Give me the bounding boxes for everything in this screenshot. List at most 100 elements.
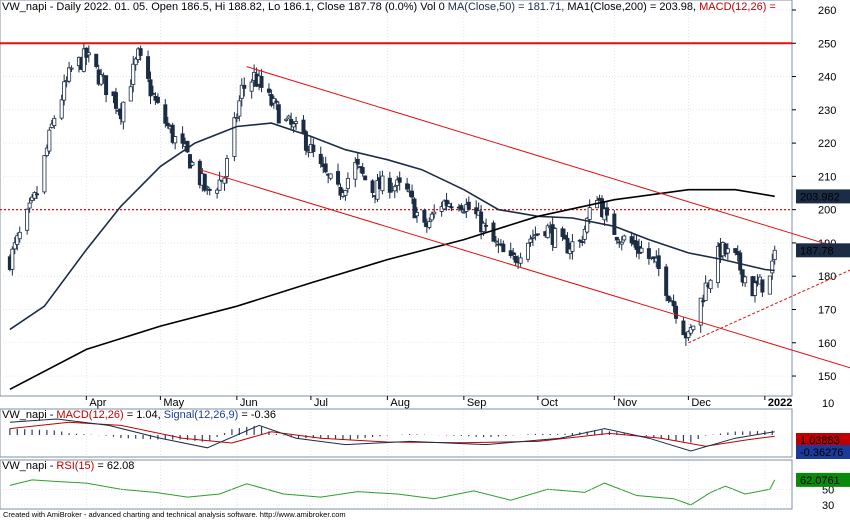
- macd-title-symbol: VW_napi: [2, 409, 47, 421]
- macd-title-macd-value: = 1.04,: [124, 409, 164, 421]
- close-value-label-text: 187.78: [800, 245, 834, 257]
- candle-body: [294, 121, 299, 124]
- candle-body: [170, 124, 175, 143]
- candle-body: [343, 190, 348, 196]
- rsi-tick-label: 30: [822, 500, 834, 512]
- month-label: Jun: [240, 397, 258, 409]
- candle-body: [479, 211, 484, 233]
- candle-body: [600, 198, 605, 218]
- candle-body: [375, 180, 380, 200]
- candle-body: [646, 248, 651, 259]
- candle-body: [15, 235, 20, 245]
- candle-body: [491, 222, 496, 242]
- candle-body: [42, 155, 47, 193]
- candle-body: [232, 117, 237, 157]
- candle-body: [148, 79, 153, 97]
- price-title-ma200: MA1(Close,200) = 203.98,: [567, 1, 696, 13]
- candle-body: [234, 117, 239, 120]
- candle-body: [363, 175, 368, 181]
- candle-body: [217, 179, 222, 191]
- candle-body: [239, 84, 244, 99]
- candle-body: [651, 256, 656, 260]
- price-tick-label: 240: [818, 72, 836, 84]
- candle-body: [30, 196, 35, 201]
- candle-body: [414, 211, 419, 217]
- candle-body: [528, 238, 533, 243]
- candle-body: [301, 119, 306, 133]
- candle-body: [173, 136, 178, 144]
- footer-credit: Created with AmiBroker - advanced charti…: [3, 510, 346, 519]
- candle-body: [715, 245, 720, 283]
- candle-body: [560, 228, 565, 238]
- macd-title-signal-label: Signal(12,26,9): [164, 409, 239, 421]
- candle-body: [412, 198, 417, 219]
- price-tick-label: 160: [818, 338, 836, 350]
- candle-body: [513, 256, 518, 263]
- candle-body: [25, 208, 30, 231]
- candle-body: [422, 209, 427, 223]
- candle-body: [323, 163, 328, 173]
- candle-body: [580, 241, 585, 244]
- price-title-info: - Daily 2022. 01. 05. Open 186.5, Hi 188…: [47, 1, 448, 13]
- candle-body: [698, 297, 703, 326]
- candle-body: [752, 282, 757, 296]
- candle-body: [328, 173, 333, 179]
- candle-body: [738, 252, 743, 271]
- candle-body: [138, 48, 143, 56]
- candle-body: [81, 48, 86, 72]
- candle-body: [237, 100, 242, 117]
- candle-body: [32, 192, 37, 199]
- candle-body: [345, 178, 350, 189]
- candle-body: [202, 173, 207, 191]
- candle-body: [27, 202, 32, 209]
- candle-body: [150, 92, 155, 95]
- channel-upper-line: [246, 66, 850, 252]
- candle-body: [410, 190, 415, 198]
- candle-body: [681, 320, 686, 336]
- candle-body: [674, 305, 679, 319]
- candle-body: [629, 236, 634, 244]
- candle-body: [585, 217, 590, 233]
- candle-body: [466, 201, 471, 210]
- candle-body: [530, 236, 535, 239]
- candle-body: [501, 243, 506, 253]
- macd-plot-frame: [0, 408, 793, 458]
- close-value-label-box: [796, 243, 850, 258]
- candle-body: [725, 248, 730, 254]
- candle-body: [67, 67, 72, 82]
- price-tick-label: 250: [818, 38, 836, 50]
- month-label: Nov: [617, 397, 637, 409]
- candle-body: [69, 67, 74, 70]
- candle-body: [128, 86, 133, 102]
- month-label: Sep: [467, 397, 487, 409]
- candle-body: [242, 84, 247, 89]
- month-label: May: [163, 397, 184, 409]
- ma200-value-label-box: [796, 189, 850, 204]
- rsi-plot-frame: [0, 459, 793, 510]
- candle-body: [397, 177, 402, 183]
- candle-body: [565, 237, 570, 254]
- candle-body: [99, 74, 104, 85]
- candle-body: [104, 75, 109, 96]
- candle-body: [44, 147, 49, 156]
- candle-body: [165, 122, 170, 127]
- candle-body: [205, 186, 210, 189]
- candle-body: [760, 279, 765, 293]
- candle-body: [427, 221, 432, 228]
- candle-body: [526, 242, 531, 260]
- candle-body: [222, 177, 227, 184]
- month-label: Jul: [314, 397, 328, 409]
- candle-body: [249, 81, 254, 92]
- candle-body: [62, 81, 67, 101]
- candle-body: [449, 206, 454, 209]
- ma200-value-label-text: 203.982: [800, 191, 840, 203]
- candle-body: [12, 242, 17, 250]
- candle-body: [318, 153, 323, 165]
- price-title-symbol: VW_napi: [2, 1, 47, 13]
- candle-body: [59, 99, 64, 119]
- month-label: Dec: [691, 397, 711, 409]
- candle-body: [770, 260, 775, 274]
- macd-line: [9, 418, 775, 452]
- support-trend-line: [688, 269, 850, 344]
